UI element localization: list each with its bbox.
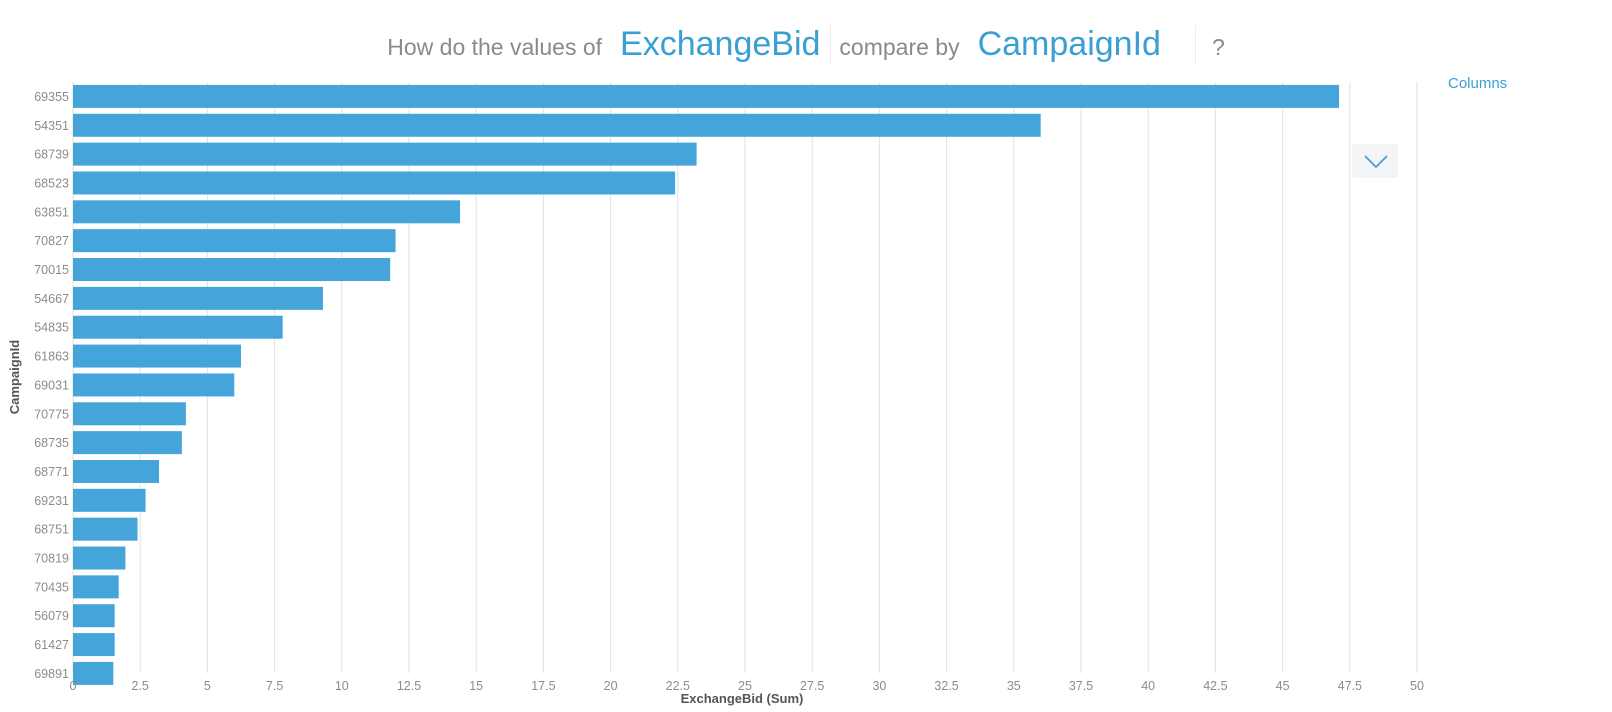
y-tick-label: 69231 <box>34 494 69 508</box>
x-tick-label: 40 <box>1141 679 1155 693</box>
x-tick-label: 5 <box>204 679 211 693</box>
y-tick-label: 61427 <box>34 638 69 652</box>
bar <box>73 286 323 310</box>
bar <box>73 142 697 166</box>
bar <box>73 459 160 483</box>
bar <box>73 402 186 426</box>
x-tick-label: 20 <box>604 679 618 693</box>
bar <box>73 258 391 282</box>
bar <box>73 229 396 253</box>
x-tick-label: 27.5 <box>800 679 824 693</box>
bar <box>73 604 115 628</box>
y-tick-label: 70435 <box>34 580 69 594</box>
question-mark: ? <box>1211 33 1225 60</box>
bar <box>73 113 1041 137</box>
question-middle: compare by <box>839 33 960 60</box>
bar <box>73 546 126 570</box>
bar <box>73 488 146 512</box>
dimension-selector[interactable]: CampaignId <box>968 24 1196 64</box>
bar <box>73 661 114 685</box>
y-tick-label: 68771 <box>34 465 69 479</box>
columns-link[interactable]: Columns <box>1448 75 1508 92</box>
bar <box>73 633 115 657</box>
y-tick-label: 54835 <box>34 321 69 335</box>
chevron-down-icon <box>1364 155 1388 169</box>
y-tick-label: 68523 <box>34 176 69 190</box>
y-tick-label: 69355 <box>34 90 69 104</box>
x-tick-label: 15 <box>469 679 483 693</box>
x-tick-labels: 0 2.5 5 7.5 10 12.5 15 17.5 20 22.5 25 27.5 30 32.5 35… <box>70 679 1424 693</box>
measure-selector[interactable]: ExchangeBid <box>610 24 832 64</box>
bar <box>73 171 676 195</box>
x-tick-label: 10 <box>335 679 349 693</box>
y-tick-label: 70015 <box>34 263 69 277</box>
x-axis-title: ExchangeBid (Sum) <box>681 691 804 706</box>
x-tick-label: 7.5 <box>266 679 283 693</box>
bar <box>73 373 235 397</box>
bar <box>73 517 138 541</box>
bar <box>73 315 283 339</box>
x-tick-label: 32.5 <box>934 679 958 693</box>
x-tick-label: 35 <box>1007 679 1021 693</box>
y-tick-label: 56079 <box>34 609 69 623</box>
y-tick-label: 69031 <box>34 378 69 392</box>
y-tick-label: 68751 <box>34 523 69 537</box>
bar <box>73 344 241 368</box>
x-tick-label: 42.5 <box>1203 679 1227 693</box>
y-tick-label: 54351 <box>34 119 69 133</box>
x-tick-label: 17.5 <box>531 679 555 693</box>
question-prefix: How do the values of <box>387 33 603 60</box>
y-tick-label: 70819 <box>34 552 69 566</box>
x-tick-label: 37.5 <box>1069 679 1093 693</box>
bar <box>73 575 119 599</box>
x-tick-label: 2.5 <box>132 679 149 693</box>
y-axis-title: CampaignId <box>7 340 22 414</box>
y-tick-label: 69891 <box>34 667 69 681</box>
x-tick-label: 25 <box>738 679 752 693</box>
y-tick-label: 61863 <box>34 350 69 364</box>
x-tick-label: 30 <box>872 679 886 693</box>
y-tick-label: 68735 <box>34 436 69 450</box>
x-tick-label: 50 <box>1410 679 1424 693</box>
x-tick-label: 45 <box>1276 679 1290 693</box>
x-tick-label: 12.5 <box>397 679 421 693</box>
bars <box>73 84 1340 685</box>
question-header: How do the values of ExchangeBid compare… <box>0 14 1612 74</box>
dropdown-button[interactable] <box>1352 144 1398 178</box>
x-tick-label: 22.5 <box>666 679 690 693</box>
x-tick-label: 0 <box>70 679 77 693</box>
y-tick-label: 70775 <box>34 407 69 421</box>
y-tick-label: 68739 <box>34 148 69 162</box>
x-tick-label: 47.5 <box>1338 679 1362 693</box>
grid-lines <box>72 82 1418 673</box>
bar <box>73 431 182 455</box>
y-tick-label: 70827 <box>34 234 69 248</box>
y-tick-label: 63851 <box>34 205 69 219</box>
bar <box>73 84 1340 108</box>
y-tick-label: 54667 <box>34 292 69 306</box>
bar <box>73 200 461 224</box>
y-tick-labels: 69355 54351 68739 68523 63851 70827 70015 54667… <box>34 90 69 681</box>
